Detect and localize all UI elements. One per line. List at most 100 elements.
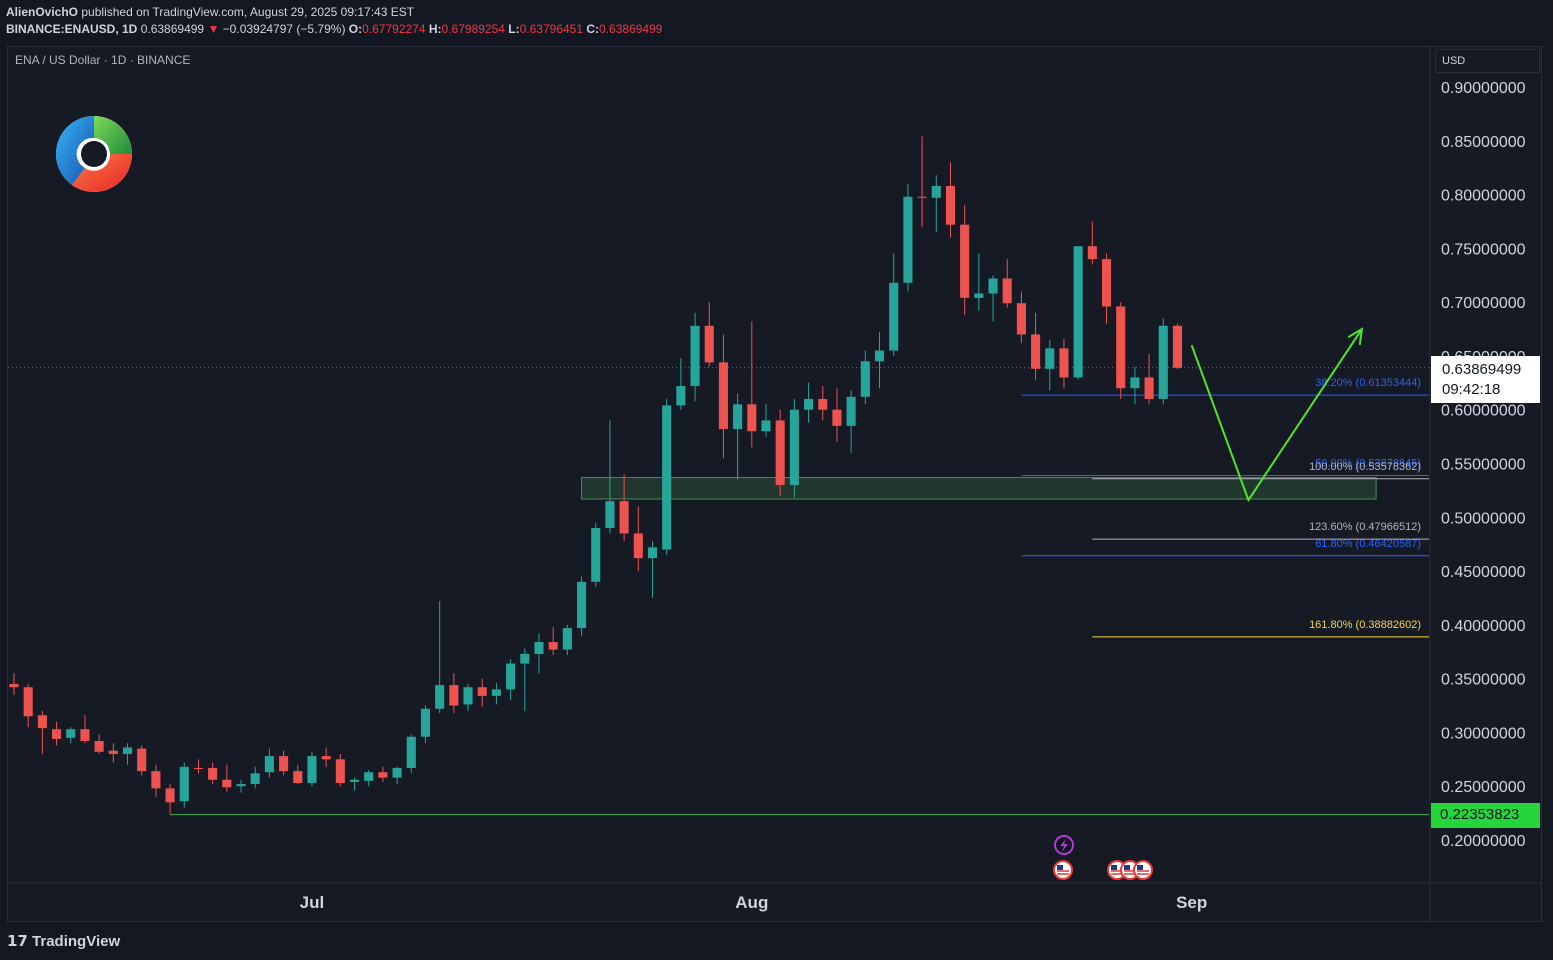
candle[interactable] bbox=[988, 275, 998, 322]
candle[interactable] bbox=[420, 705, 431, 744]
candle[interactable] bbox=[477, 678, 487, 707]
candle[interactable] bbox=[548, 627, 558, 655]
candle[interactable] bbox=[122, 743, 133, 765]
candle[interactable] bbox=[804, 382, 814, 423]
candle[interactable] bbox=[747, 321, 757, 448]
candle[interactable] bbox=[818, 386, 828, 421]
candle[interactable] bbox=[491, 682, 501, 705]
candle[interactable] bbox=[662, 398, 672, 555]
candle[interactable] bbox=[1158, 318, 1168, 405]
author-name[interactable]: AlienOvichO bbox=[6, 5, 79, 19]
candle[interactable] bbox=[250, 766, 260, 789]
candle[interactable] bbox=[23, 684, 33, 728]
candle[interactable] bbox=[633, 506, 643, 572]
x-tick-label: Aug bbox=[735, 893, 768, 912]
tradingview-logo[interactable]: 𝟭𝟳 TradingView bbox=[7, 932, 120, 950]
candle[interactable] bbox=[193, 759, 203, 774]
candle[interactable] bbox=[9, 673, 19, 695]
candle[interactable] bbox=[378, 766, 388, 782]
candle[interactable] bbox=[208, 762, 218, 785]
candle[interactable] bbox=[591, 522, 601, 588]
candle[interactable] bbox=[435, 601, 445, 714]
candle-body bbox=[392, 767, 402, 778]
currency-selector[interactable]: USD bbox=[1435, 49, 1540, 73]
candle[interactable] bbox=[704, 302, 714, 367]
candle[interactable] bbox=[349, 777, 360, 791]
candle[interactable] bbox=[605, 420, 615, 534]
candle[interactable] bbox=[335, 753, 345, 787]
candle[interactable] bbox=[889, 253, 899, 356]
candle[interactable] bbox=[1144, 353, 1154, 405]
candle[interactable] bbox=[562, 624, 572, 655]
candle[interactable] bbox=[406, 734, 416, 774]
candle[interactable] bbox=[279, 750, 289, 776]
candle[interactable] bbox=[931, 175, 941, 233]
candle[interactable] bbox=[94, 734, 104, 754]
candle[interactable] bbox=[789, 398, 799, 498]
candle[interactable] bbox=[52, 721, 62, 746]
candle[interactable] bbox=[1130, 366, 1140, 405]
events-row[interactable] bbox=[1053, 835, 1153, 880]
us-flag-event-icon[interactable] bbox=[1133, 860, 1153, 880]
candle[interactable] bbox=[846, 390, 856, 453]
candle[interactable] bbox=[619, 474, 629, 541]
candle[interactable] bbox=[1116, 302, 1126, 399]
candle[interactable] bbox=[66, 727, 76, 744]
candle[interactable] bbox=[520, 648, 530, 711]
candle[interactable] bbox=[321, 747, 331, 767]
candle[interactable] bbox=[733, 393, 743, 480]
candle[interactable] bbox=[137, 745, 147, 776]
candle[interactable] bbox=[165, 784, 175, 815]
candle[interactable] bbox=[1045, 339, 1055, 391]
candle[interactable] bbox=[236, 779, 246, 793]
y-tick-label: 0.80000000 bbox=[1441, 188, 1526, 205]
candle[interactable] bbox=[1073, 246, 1083, 380]
candle-body bbox=[236, 784, 246, 787]
candle[interactable] bbox=[761, 404, 771, 437]
candle-body bbox=[931, 185, 941, 198]
candle[interactable] bbox=[293, 764, 303, 785]
candle[interactable] bbox=[307, 751, 317, 787]
projection-path[interactable] bbox=[1190, 328, 1363, 503]
candle[interactable] bbox=[874, 332, 885, 389]
candle[interactable] bbox=[718, 334, 728, 459]
candle[interactable] bbox=[534, 633, 544, 674]
candle[interactable] bbox=[108, 743, 118, 763]
candle[interactable] bbox=[392, 766, 402, 785]
candle[interactable] bbox=[1002, 259, 1012, 308]
candle[interactable] bbox=[151, 764, 161, 797]
candle[interactable] bbox=[676, 358, 686, 410]
candle[interactable] bbox=[647, 540, 658, 598]
candle[interactable] bbox=[917, 136, 927, 227]
candle[interactable] bbox=[903, 183, 913, 292]
candle[interactable] bbox=[264, 748, 274, 778]
chart-pane[interactable] bbox=[7, 46, 1542, 922]
candle[interactable] bbox=[80, 715, 90, 744]
candle[interactable] bbox=[1016, 291, 1026, 344]
us-flag-event-icon[interactable] bbox=[1053, 860, 1073, 880]
close-label: C: bbox=[586, 22, 600, 36]
candle[interactable] bbox=[860, 350, 870, 405]
candle[interactable] bbox=[179, 762, 189, 808]
candle[interactable] bbox=[463, 684, 473, 711]
candle[interactable] bbox=[832, 388, 842, 442]
candle[interactable] bbox=[690, 312, 700, 402]
candle[interactable] bbox=[1172, 323, 1183, 369]
candle-body bbox=[420, 708, 431, 737]
candle[interactable] bbox=[1031, 312, 1041, 380]
candle[interactable] bbox=[974, 253, 984, 311]
candle-body bbox=[761, 420, 771, 432]
candle[interactable] bbox=[960, 205, 970, 316]
candle[interactable] bbox=[449, 673, 459, 714]
candle[interactable] bbox=[1087, 221, 1097, 265]
candle[interactable] bbox=[364, 770, 374, 787]
candle[interactable] bbox=[506, 659, 516, 701]
candle[interactable] bbox=[775, 409, 785, 496]
candle[interactable] bbox=[222, 764, 232, 792]
candle[interactable] bbox=[37, 710, 47, 754]
candle[interactable] bbox=[945, 162, 955, 238]
candle[interactable] bbox=[577, 576, 587, 636]
candle[interactable] bbox=[1059, 338, 1069, 389]
candle[interactable] bbox=[1101, 253, 1112, 324]
